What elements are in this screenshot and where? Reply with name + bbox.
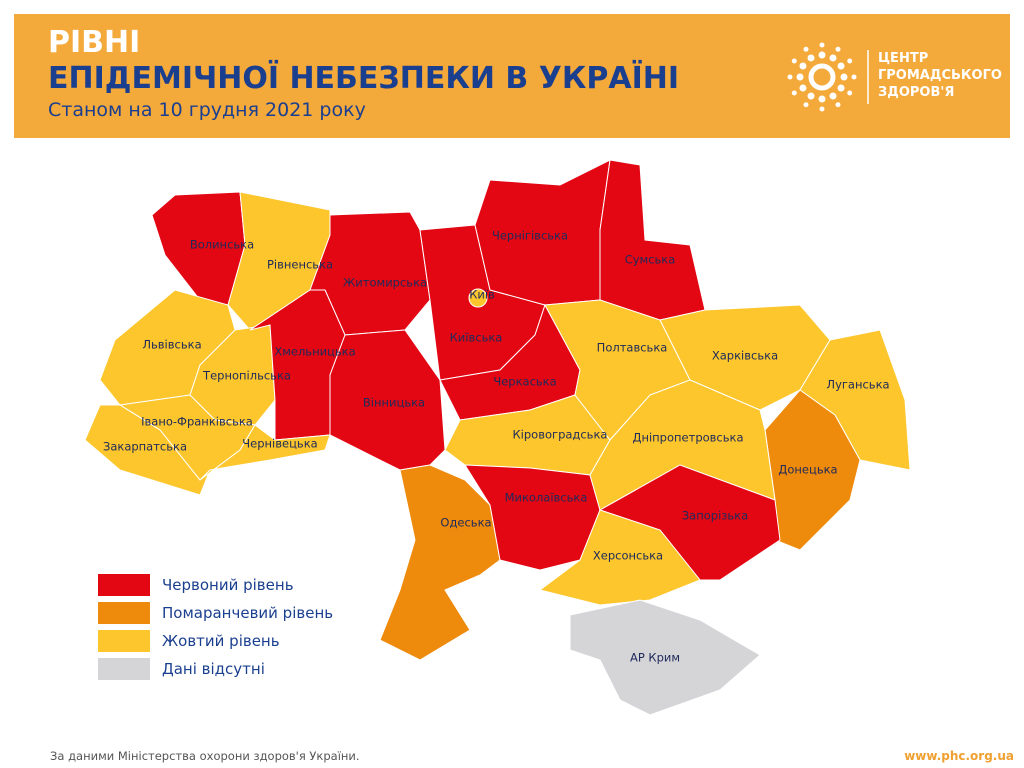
region-label: Дніпропетровська [632,431,743,445]
region-label: Харківська [712,349,778,363]
logo-dot [837,84,845,92]
logo-dot [799,84,807,92]
legend: Червоний рівень Помаранчевий рівень Жовтий… [98,574,333,680]
region-label: Кіровоградська [513,428,608,442]
region-label: Тернопільська [202,369,291,383]
region-label: Вінницька [363,396,425,410]
region-label: Донецька [778,463,837,477]
footer-source: За даними Міністерства охорони здоров'я … [50,749,360,763]
region-label: Рівненська [267,258,333,272]
region-label: АР Крим [630,651,680,665]
title-line1: РІВНІ [48,25,140,60]
region [538,509,701,606]
region-label: Чернівецька [242,437,317,451]
logo-dot [818,51,826,59]
logo-dot [829,92,837,100]
region-label: Одеська [440,516,491,530]
region-label: Івано-Франківська [141,415,253,429]
region-label: Сумська [625,253,676,267]
footer-url: www.phc.org.ua [904,749,1014,763]
logo-dot [787,74,793,80]
region-label: Запорізька [682,509,748,523]
logo-dot [803,46,809,52]
logo-dot [807,54,815,62]
region [468,288,488,308]
region-label: Хмельницька [274,345,355,359]
region [379,464,501,661]
legend-label: Червоний рівень [162,576,294,594]
logo-text: ЦЕНТР [878,51,928,66]
logo-dot [829,54,837,62]
region [329,329,446,471]
logo-ring [808,63,836,91]
logo-dot [819,106,825,112]
region-label: Полтавська [597,341,668,355]
region-label: Чернігівська [492,229,568,243]
legend-swatch [98,574,150,596]
logo-dot [837,62,845,70]
region-label: Житомирська [343,276,427,290]
logo-dot [851,74,857,80]
legend-swatch [98,630,150,652]
region-label: Волинська [190,238,254,252]
logo-text: ГРОМАДСЬКОГО [878,68,1002,83]
region [569,599,761,716]
region [199,424,331,481]
region-label: Київ [469,288,495,302]
logo-dot [803,102,809,108]
logo-dot [799,62,807,70]
subtitle: Станом на 10 грудня 2021 року [48,99,366,121]
map: Волинська Рівненська Житомирська Київська Че… [84,159,911,716]
region-label: Закарпатська [103,440,187,454]
title-line2: ЕПІДЕМІЧНОЇ НЕБЕЗПЕКИ В УКРАЇНІ [48,60,679,96]
logo-dot [840,73,848,81]
region-label: Львівська [142,338,201,352]
logo-dot [847,58,853,64]
region-label: Черкаська [493,375,556,389]
logo-dot [791,90,797,96]
logo-dot [791,58,797,64]
region [589,379,776,511]
logo-text: ЗДОРОВ'Я [878,85,954,100]
logo: ЦЕНТР ГРОМАДСЬКОГО ЗДОРОВ'Я [787,42,1002,112]
region-label: Миколаївська [505,491,588,505]
legend-label: Жовтий рівень [162,632,280,650]
logo-dot [807,92,815,100]
logo-dot [847,90,853,96]
logo-dot [835,46,841,52]
logo-dot [818,95,826,103]
region-label: Херсонська [593,549,663,563]
region-label: Луганська [826,378,889,392]
legend-swatch [98,658,150,680]
legend-swatch [98,602,150,624]
region-label: Київська [450,331,503,345]
legend-label: Помаранчевий рівень [162,604,333,622]
logo-dot [796,73,804,81]
logo-dot [819,42,825,48]
legend-label: Дані відсутні [162,660,265,678]
region [599,159,706,321]
logo-dot [835,102,841,108]
